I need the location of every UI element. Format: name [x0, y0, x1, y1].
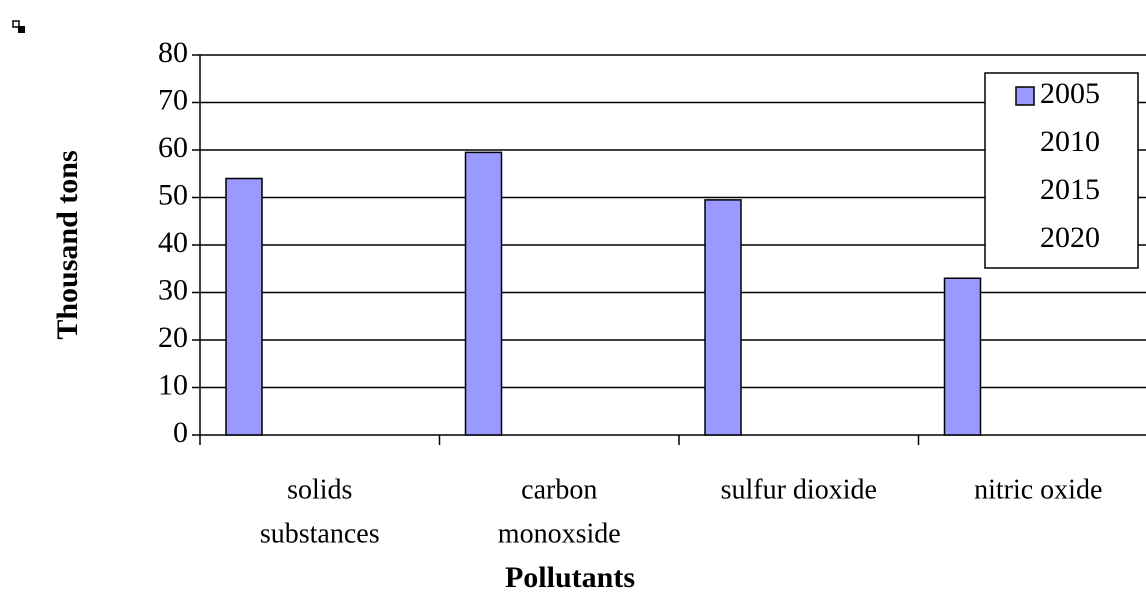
- y-tick-label: 20: [158, 321, 188, 354]
- legend-label: 2005: [1040, 77, 1100, 110]
- x-tick-label: nitric oxide: [974, 474, 1102, 505]
- bar: [225, 177, 263, 436]
- y-tick-label: 30: [158, 273, 188, 306]
- y-tick-label: 60: [158, 131, 188, 164]
- x-tick-label: sulfur dioxide: [721, 474, 877, 505]
- y-tick-label: 80: [158, 36, 188, 69]
- y-tick-label: 0: [173, 416, 188, 449]
- legend-label: 2015: [1040, 173, 1100, 206]
- legend-label: 2020: [1040, 221, 1100, 254]
- y-tick-label: 50: [158, 178, 188, 211]
- y-tick-label: 10: [158, 368, 188, 401]
- corner-icon: [12, 20, 25, 33]
- x-tick-label: substances: [260, 518, 380, 549]
- bar: [943, 277, 982, 436]
- legend-swatch: [1015, 86, 1035, 106]
- legend-box: [984, 72, 1139, 269]
- y-axis-title: Thousand tons: [51, 150, 84, 339]
- x-tick-label: solids: [287, 474, 352, 505]
- y-tick-label: 70: [158, 83, 188, 116]
- bar: [464, 151, 503, 436]
- x-tick-label: monoxside: [498, 518, 621, 549]
- y-tick-label: 40: [158, 226, 188, 259]
- x-tick-label: carbon: [521, 474, 597, 505]
- x-axis-title: Pollutants: [505, 561, 635, 594]
- legend-label: 2010: [1040, 125, 1100, 158]
- bar: [704, 199, 742, 436]
